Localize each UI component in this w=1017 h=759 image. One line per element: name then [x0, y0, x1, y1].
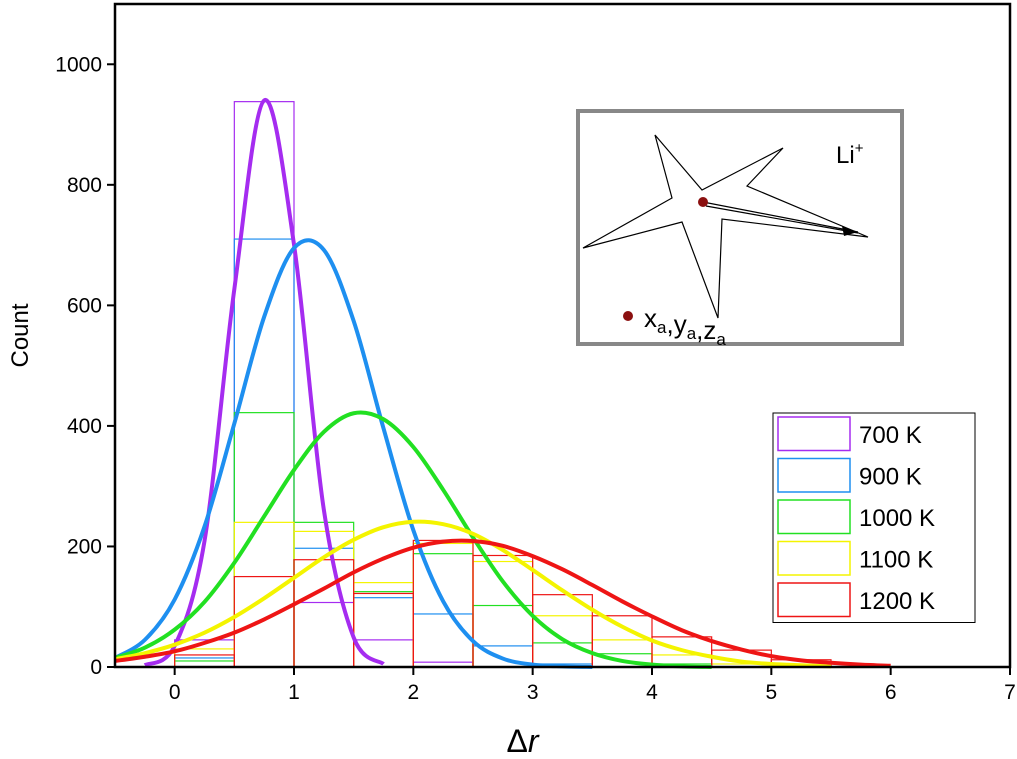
legend-swatch: [777, 416, 851, 452]
separator: ,: [666, 309, 673, 339]
legend-swatch: [777, 457, 851, 493]
separator: ,: [696, 315, 703, 345]
y-tick-label: 0: [90, 656, 102, 679]
coord: x: [644, 303, 657, 333]
legend-label: 900 K: [859, 463, 922, 490]
histogram-bar: [532, 642, 593, 668]
ion: Li: [836, 142, 855, 169]
x-label-var: r: [528, 723, 540, 759]
x-tick-label: 7: [1004, 681, 1016, 704]
y-tick-label: 1000: [55, 53, 102, 76]
x-tick-label: 0: [169, 681, 181, 704]
histogram-bar: [233, 575, 295, 668]
inset-arrowhead: [842, 226, 858, 236]
inset-frame: [576, 109, 904, 346]
histogram-bar: [353, 592, 414, 668]
y-axis-label: Count: [7, 303, 34, 367]
x-tick-label: 6: [885, 681, 897, 704]
fit-curve: [114, 538, 891, 668]
legend-swatch: [777, 540, 851, 576]
plot: [113, 98, 891, 669]
inset-ion-dot: [698, 197, 708, 207]
plot-frame: [113, 2, 1012, 669]
inset-ion-label: Li+: [836, 140, 864, 169]
x-axis-label: Δr: [506, 723, 539, 759]
fit-curve: [143, 98, 385, 668]
legend-label: 700 K: [859, 422, 922, 449]
legend: 700 K 900 K 1000 K 1100 K 1200 K: [772, 412, 976, 623]
fit-curve: [114, 519, 832, 669]
legend-label: 1200 K: [859, 588, 935, 615]
histogram-bar: [174, 657, 235, 668]
coord-sub: a: [657, 318, 667, 337]
legend-label: 1100 K: [859, 546, 933, 573]
y-tick-label: 200: [67, 535, 102, 558]
legend-label: 1000 K: [859, 505, 935, 532]
fit-curve: [113, 238, 593, 669]
legend-swatch: [777, 499, 851, 535]
fit-curve: [114, 410, 712, 669]
coord-sub: a: [716, 330, 726, 349]
inset-coords: xa,ya,za: [644, 303, 726, 349]
histogram-bar: [233, 238, 295, 668]
inset-origin-dot: [623, 311, 633, 321]
x-tick-label: 1: [288, 681, 300, 704]
x-label-symbol: Δ: [506, 723, 527, 759]
coord-sub: a: [687, 324, 697, 343]
histogram-bar: [233, 521, 295, 668]
x-tick-label: 3: [527, 681, 539, 704]
inset-star: [582, 134, 869, 319]
legend-frame: [772, 412, 976, 623]
x-tick-label: 4: [646, 681, 658, 704]
coord: z: [703, 315, 716, 345]
histogram-bar: [412, 553, 474, 668]
histogram-bar: [472, 560, 534, 668]
histogram-bar: [412, 613, 474, 668]
inset-arrow: [702, 201, 859, 233]
inset-arrow: [705, 205, 859, 234]
inset: Li+ xa,ya,za: [576, 109, 904, 349]
histogram-bar: [353, 597, 414, 668]
y-tick-label: 800: [67, 174, 102, 197]
coord: y: [674, 309, 687, 339]
x-tick-label: 2: [407, 681, 419, 704]
y-tick-label: 600: [67, 294, 102, 317]
y-tick-label: 400: [67, 415, 102, 438]
ion-charge: +: [855, 140, 864, 157]
x-tick-label: 5: [765, 681, 777, 704]
legend-swatch: [777, 582, 851, 618]
histogram-bar: [353, 591, 414, 668]
